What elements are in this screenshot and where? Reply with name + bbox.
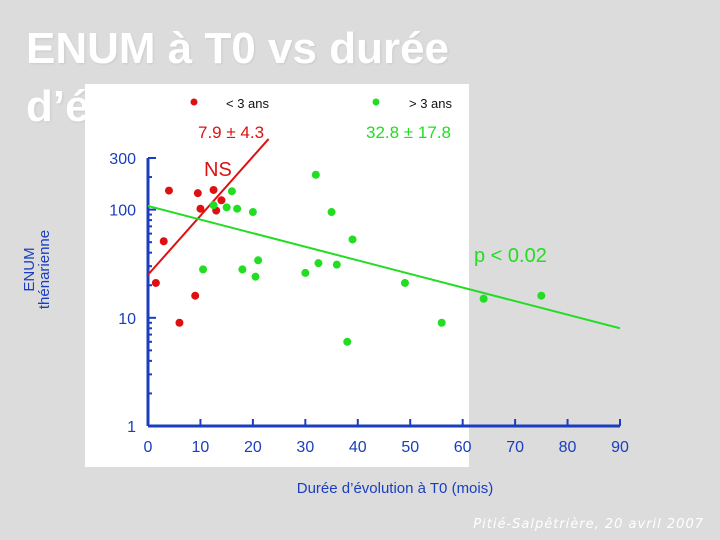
data-point (233, 204, 242, 213)
y-tick-label: 10 (118, 311, 136, 328)
data-point (151, 278, 160, 287)
data-point (191, 291, 200, 300)
y-tick-label: 300 (109, 151, 136, 168)
legend-label: < 3 ans (226, 96, 270, 111)
x-axis-label: Durée d’évolution à T0 (mois) (296, 480, 494, 497)
data-point (199, 265, 208, 274)
data-point (248, 208, 257, 217)
trend-line (148, 138, 270, 276)
data-point (400, 278, 409, 287)
x-tick-label: 90 (611, 439, 629, 456)
data-point (227, 187, 236, 196)
trend-annotation: p < 0.02 (474, 245, 547, 267)
data-point (175, 318, 184, 327)
data-point (301, 268, 310, 277)
series-summary: 7.9 ± 4.3 (198, 123, 264, 142)
x-tick-label: 10 (192, 439, 210, 456)
y-tick-label: 100 (109, 203, 136, 220)
data-point (209, 201, 218, 210)
data-point (343, 337, 352, 346)
data-point (164, 186, 173, 195)
data-point (209, 185, 218, 194)
data-point (348, 235, 357, 244)
data-point (437, 318, 446, 327)
x-tick-label: 40 (349, 439, 367, 456)
x-tick-label: 60 (454, 439, 472, 456)
x-tick-label: 50 (401, 439, 419, 456)
footer-credit: Pitié-Salpêtrière, 20 avril 2007 (473, 517, 704, 532)
series-summary: 32.8 ± 17.8 (366, 123, 451, 142)
legend-marker (190, 98, 198, 106)
y-tick-label: 1 (127, 419, 136, 436)
data-point (196, 204, 205, 213)
x-tick-label: 20 (244, 439, 262, 456)
data-point (222, 203, 231, 212)
data-point (332, 260, 341, 269)
data-point (238, 265, 247, 274)
data-point (193, 189, 202, 198)
data-point (537, 291, 546, 300)
trend-annotation: NS (204, 159, 232, 181)
data-point (314, 259, 323, 268)
data-point (159, 237, 168, 246)
x-tick-label: 70 (506, 439, 524, 456)
x-tick-label: 30 (296, 439, 314, 456)
x-tick-label: 0 (144, 439, 153, 456)
data-point (217, 196, 226, 205)
x-tick-label: 80 (559, 439, 577, 456)
legend-marker (372, 98, 380, 106)
data-point (479, 294, 488, 303)
data-point (254, 256, 263, 265)
data-point (327, 208, 336, 217)
trend-line (148, 205, 620, 330)
data-point (311, 170, 320, 179)
legend-label: > 3 ans (409, 96, 453, 111)
data-point (251, 272, 260, 281)
